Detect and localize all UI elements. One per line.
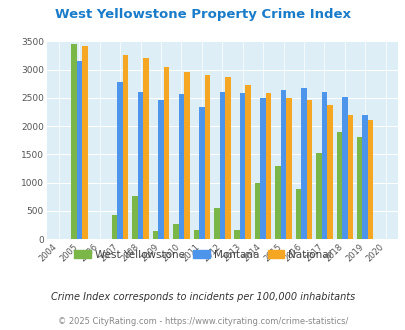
Bar: [123, 55, 128, 239]
Text: Crime Index corresponds to incidents per 100,000 inhabitants: Crime Index corresponds to incidents per…: [51, 292, 354, 302]
Bar: [315, 153, 321, 239]
Bar: [77, 61, 82, 239]
Bar: [347, 115, 352, 239]
Bar: [193, 230, 198, 239]
Bar: [245, 85, 250, 239]
Legend: West Yellowstone, Montana, National: West Yellowstone, Montana, National: [70, 246, 335, 264]
Bar: [295, 189, 301, 239]
Bar: [219, 92, 224, 239]
Bar: [341, 97, 347, 239]
Bar: [184, 72, 189, 239]
Bar: [336, 132, 341, 239]
Bar: [117, 82, 123, 239]
Bar: [204, 75, 210, 239]
Bar: [265, 93, 271, 239]
Bar: [132, 196, 138, 239]
Bar: [158, 100, 163, 239]
Bar: [152, 231, 158, 239]
Bar: [173, 224, 178, 239]
Bar: [234, 230, 239, 239]
Bar: [82, 46, 87, 239]
Bar: [321, 92, 326, 239]
Text: West Yellowstone Property Crime Index: West Yellowstone Property Crime Index: [55, 8, 350, 21]
Bar: [326, 105, 332, 239]
Text: © 2025 CityRating.com - https://www.cityrating.com/crime-statistics/: © 2025 CityRating.com - https://www.city…: [58, 317, 347, 326]
Bar: [280, 90, 286, 239]
Bar: [260, 98, 265, 239]
Bar: [286, 98, 291, 239]
Bar: [112, 215, 117, 239]
Bar: [224, 78, 230, 239]
Bar: [239, 93, 245, 239]
Bar: [306, 100, 311, 239]
Bar: [356, 137, 362, 239]
Bar: [138, 92, 143, 239]
Bar: [362, 115, 367, 239]
Bar: [254, 183, 260, 239]
Bar: [275, 166, 280, 239]
Bar: [301, 88, 306, 239]
Bar: [71, 44, 77, 239]
Bar: [143, 58, 149, 239]
Bar: [213, 208, 219, 239]
Bar: [198, 108, 204, 239]
Bar: [163, 67, 169, 239]
Bar: [178, 94, 184, 239]
Bar: [367, 120, 373, 239]
